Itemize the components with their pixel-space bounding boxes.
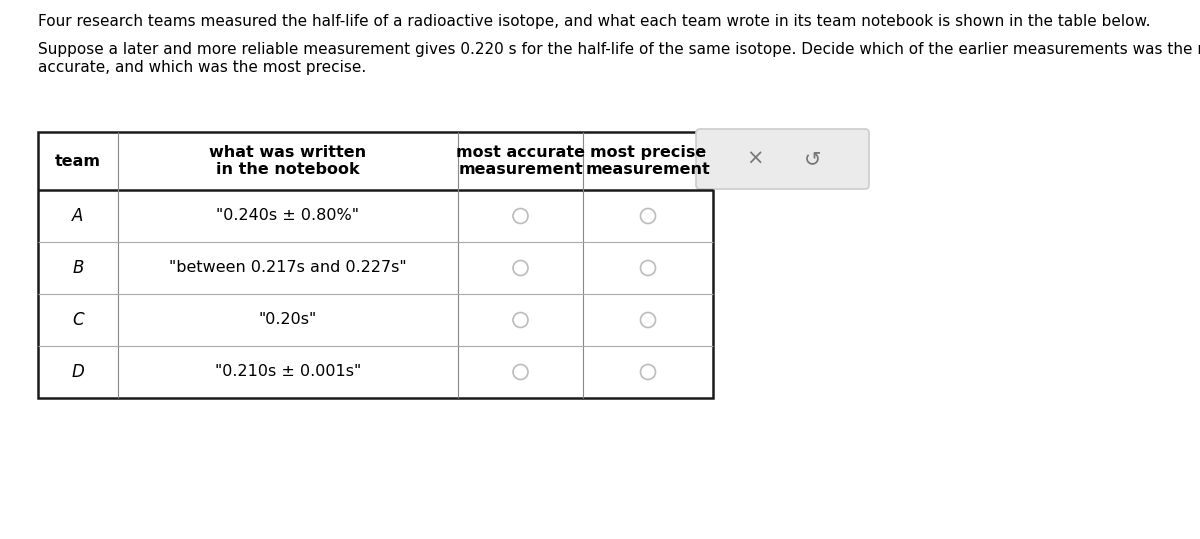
Text: D: D [72, 363, 84, 381]
Text: C: C [72, 311, 84, 329]
Text: "0.240s ± 0.80%": "0.240s ± 0.80%" [216, 209, 360, 224]
Text: A: A [72, 207, 84, 225]
Text: Four research teams measured the half-life of a radioactive isotope, and what ea: Four research teams measured the half-li… [38, 14, 1151, 29]
Text: team: team [55, 154, 101, 169]
Text: B: B [72, 259, 84, 277]
Text: what was written
in the notebook: what was written in the notebook [210, 145, 366, 177]
Text: most accurate
measurement: most accurate measurement [456, 145, 586, 177]
Bar [38, 132, 713, 398]
Text: "0.210s ± 0.001s": "0.210s ± 0.001s" [215, 364, 361, 379]
FancyBboxPatch shape [696, 129, 869, 189]
Text: ↺: ↺ [804, 149, 821, 169]
Text: Suppose a later and more reliable measurement gives 0.220 s for the half-life of: Suppose a later and more reliable measur… [38, 42, 1200, 57]
Text: ×: × [745, 149, 763, 169]
Text: "0.20s": "0.20s" [259, 313, 317, 328]
Text: "between 0.217s and 0.227s": "between 0.217s and 0.227s" [169, 260, 407, 275]
Text: most precise
measurement: most precise measurement [586, 145, 710, 177]
Text: accurate, and which was the most precise.: accurate, and which was the most precise… [38, 60, 366, 75]
